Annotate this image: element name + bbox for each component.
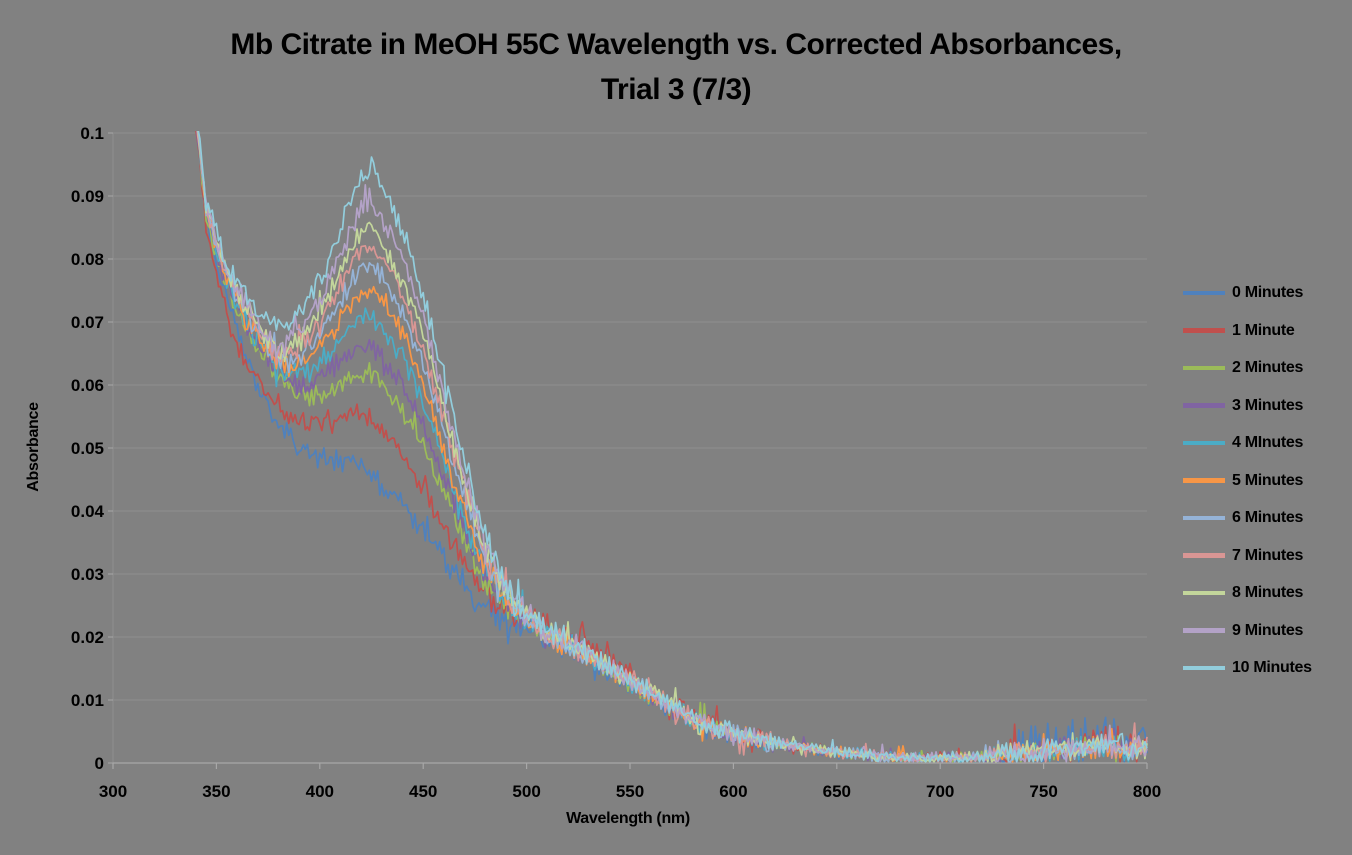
series-line-9[interactable] [190, 41, 1148, 763]
legend-line-marker [1183, 628, 1225, 633]
legend-item-7[interactable]: 7 Minutes [1183, 544, 1348, 568]
legend-label: 5 Minutes [1232, 471, 1304, 489]
series-line-8[interactable] [190, 48, 1148, 763]
legend-item-3[interactable]: 3 Minutes [1183, 394, 1348, 418]
tick-label-layer: 300 350 400 450 500 550 600 650 700 750 800 0 0.01 0.… [71, 124, 1161, 801]
series-line-3[interactable] [190, 62, 1148, 763]
legend-label: 9 Minutes [1232, 621, 1304, 639]
y-tick-label: 0.07 [71, 313, 104, 332]
x-tick-label: 800 [1133, 782, 1161, 801]
legend-item-0[interactable]: 0 Minutes [1183, 281, 1348, 305]
legend-label: 8 Minutes [1232, 584, 1304, 601]
y-tick-label: 0.02 [71, 628, 104, 647]
series-line-1[interactable] [190, 84, 1148, 763]
legend-item-5[interactable]: 5 Minutes [1183, 469, 1348, 493]
chart-title: Mb Citrate in MeOH 55C Wavelength vs. Co… [230, 28, 1122, 106]
legend: 0 Minutes 1 Minute 2 Minutes 3 Minutes 4 MIn… [1183, 281, 1348, 680]
series-layer [190, 41, 1148, 763]
legend-item-4[interactable]: 4 MInutes [1183, 431, 1348, 455]
legend-line-marker [1183, 515, 1225, 521]
legend-line-marker [1183, 290, 1225, 296]
legend-item-8[interactable]: 8 Minutes [1183, 581, 1348, 605]
x-tick-label: 650 [823, 782, 851, 801]
legend-item-6[interactable]: 6 Minutes [1183, 506, 1348, 530]
x-tick-label: 700 [926, 782, 954, 801]
x-axis-title: Wavelength (nm) [566, 810, 690, 827]
legend-label: 6 Minutes [1232, 509, 1304, 526]
legend-line-marker [1183, 365, 1225, 371]
y-tick-label: 0.06 [71, 376, 104, 395]
legend-item-1[interactable]: 1 Minute [1183, 319, 1348, 343]
y-tick-label: 0.03 [71, 565, 104, 584]
series-line-6[interactable] [190, 56, 1148, 763]
series-line-0[interactable] [190, 54, 1148, 763]
series-line-2[interactable] [190, 70, 1148, 763]
y-tick-label: 0.08 [71, 250, 104, 269]
series-line-7[interactable] [190, 50, 1148, 763]
x-tick-label: 550 [616, 782, 644, 801]
legend-label: 2 Minutes [1232, 359, 1304, 376]
x-tick-label: 750 [1029, 782, 1057, 801]
legend-label: 7 Minutes [1232, 546, 1304, 564]
x-tick-label: 500 [512, 782, 540, 801]
x-tick-label: 300 [99, 782, 127, 801]
grid-layer [113, 132, 1147, 701]
x-tick-label: 600 [719, 782, 747, 801]
legend-line-marker [1183, 590, 1225, 596]
y-tick-label: 0.09 [71, 187, 104, 206]
y-tick-label: 0.04 [71, 502, 105, 521]
series-line-4[interactable] [190, 64, 1148, 763]
y-tick-label: 0.01 [71, 691, 104, 710]
legend-label: 0 Minutes [1232, 284, 1304, 301]
y-tick-label: 0.05 [71, 439, 104, 458]
legend-label: 10 Minutes [1232, 659, 1312, 676]
legend-line-marker [1183, 403, 1225, 408]
x-tick-label: 450 [409, 782, 437, 801]
y-tick-label: 0.1 [80, 124, 104, 143]
legend-item-2[interactable]: 2 Minutes [1183, 356, 1348, 380]
legend-label: 1 Minute [1232, 321, 1295, 339]
x-tick-label: 400 [306, 782, 334, 801]
legend-line-marker [1183, 553, 1225, 558]
y-tick-label: 0 [95, 754, 104, 773]
series-line-5[interactable] [190, 58, 1148, 763]
axis-layer [108, 132, 1148, 769]
legend-item-9[interactable]: 9 Minutes [1183, 619, 1348, 643]
legend-line-marker [1183, 478, 1225, 483]
legend-label: 4 MInutes [1232, 434, 1304, 451]
legend-label: 3 Minutes [1232, 396, 1304, 414]
legend-line-marker [1183, 665, 1225, 671]
legend-line-marker [1183, 328, 1225, 333]
series-line-10[interactable] [190, 48, 1148, 763]
x-tick-label: 350 [202, 782, 230, 801]
legend-line-marker [1183, 440, 1225, 446]
legend-item-10[interactable]: 10 Minutes [1183, 656, 1348, 680]
